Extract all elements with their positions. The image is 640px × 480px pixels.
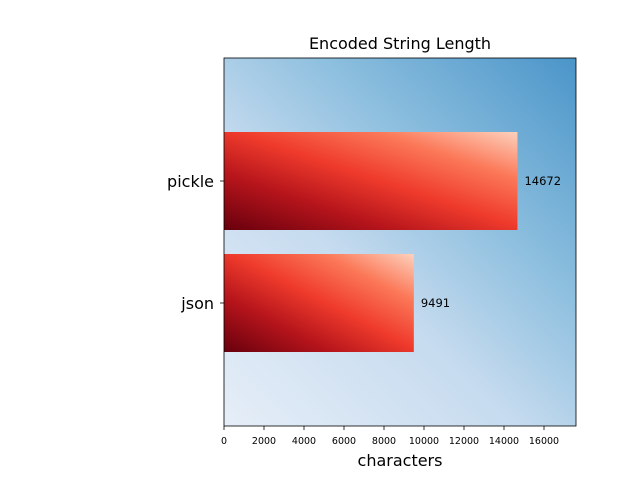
x-tick-label: 14000 [489,436,519,447]
x-tick-label: 4000 [292,436,316,447]
bar-json [224,254,414,352]
x-axis-label: characters [358,451,443,470]
x-tick-label: 0 [221,436,227,447]
value-label-json: 9491 [421,296,450,310]
plot-frame [223,57,577,427]
x-tick-label: 10000 [409,436,439,447]
x-tick-label: 16000 [529,436,559,447]
x-tick-label: 8000 [372,436,396,447]
bar-pickle [224,132,518,230]
x-tick-label: 12000 [449,436,479,447]
plot-background [224,58,576,426]
y-tick-label-json: json [180,294,214,313]
value-label-pickle: 14672 [524,174,561,188]
y-tick-label-pickle: pickle [167,172,214,191]
x-tick-label: 2000 [252,436,276,447]
x-tick-label: 6000 [332,436,356,447]
chart-title: Encoded String Length [309,34,491,53]
